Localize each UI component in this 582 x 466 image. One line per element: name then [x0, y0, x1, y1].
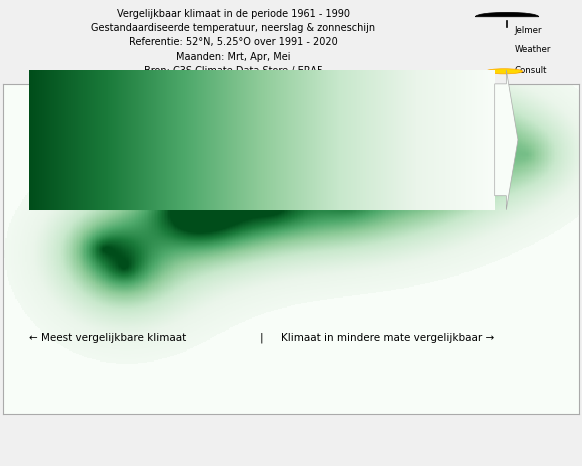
Text: |: |	[260, 333, 264, 343]
Text: Consult: Consult	[514, 67, 547, 75]
Text: Klimaat in mindere mate vergelijkbaar →: Klimaat in mindere mate vergelijkbaar →	[282, 333, 495, 343]
Wedge shape	[475, 13, 539, 17]
FancyArrow shape	[495, 70, 518, 210]
Text: ← Meest vergelijkbare klimaat: ← Meest vergelijkbare klimaat	[29, 333, 186, 343]
Text: Weather: Weather	[514, 45, 551, 54]
Circle shape	[486, 69, 523, 74]
Text: Jelmer: Jelmer	[514, 27, 542, 35]
Text: Vergelijkbaar klimaat in de periode 1961 - 1990
Gestandaardiseerde temperatuur, : Vergelijkbaar klimaat in de periode 1961…	[91, 9, 375, 76]
